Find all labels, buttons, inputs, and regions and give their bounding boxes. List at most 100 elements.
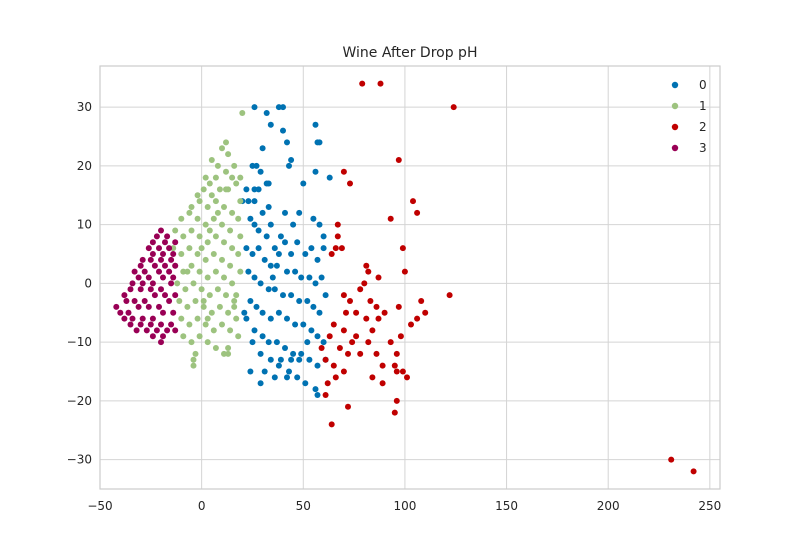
data-point [282, 239, 288, 246]
data-point [212, 233, 219, 240]
data-point [145, 274, 152, 281]
data-point [227, 262, 234, 269]
data-point [245, 198, 252, 205]
data-point [267, 356, 274, 363]
data-point [214, 162, 221, 169]
data-point [275, 104, 282, 111]
data-point [408, 321, 414, 328]
series-3 [113, 227, 179, 346]
data-point [391, 409, 398, 416]
data-point [194, 251, 201, 257]
data-point [404, 374, 410, 381]
data-point [233, 315, 240, 322]
data-point [135, 303, 142, 310]
data-point [296, 356, 303, 363]
data-point [192, 350, 199, 357]
data-point [343, 309, 349, 316]
data-point [280, 104, 286, 111]
data-point [243, 245, 250, 252]
data-point [153, 233, 160, 240]
data-point [229, 174, 236, 181]
data-point [137, 286, 144, 293]
data-point [172, 227, 179, 234]
data-point [328, 421, 335, 428]
data-point [212, 174, 219, 181]
series-2 [318, 80, 697, 475]
data-point [137, 321, 144, 328]
data-point [200, 303, 207, 310]
data-point [387, 215, 394, 222]
data-point [275, 251, 282, 257]
data-point [227, 227, 234, 234]
data-point [223, 168, 229, 175]
data-point [263, 233, 270, 240]
data-point [259, 333, 266, 340]
data-point [267, 315, 274, 322]
data-point [166, 268, 173, 275]
data-point [137, 262, 144, 269]
data-point [164, 233, 171, 240]
data-point [294, 374, 301, 381]
data-point [190, 362, 197, 369]
data-point [336, 345, 343, 351]
data-point [277, 356, 284, 363]
data-point [418, 298, 425, 304]
y-tick-label: 10 [77, 218, 92, 232]
data-point [200, 186, 207, 193]
data-point [345, 403, 351, 410]
data-point [156, 268, 162, 275]
data-point [149, 333, 156, 340]
data-point [127, 321, 134, 328]
data-point [365, 339, 372, 346]
data-point [391, 362, 398, 369]
data-point [312, 168, 319, 175]
data-point [141, 268, 148, 275]
x-tick-label: −50 [87, 499, 112, 513]
data-point [225, 345, 232, 351]
data-point [147, 286, 154, 293]
data-point [180, 333, 187, 340]
y-tick-label: 0 [84, 276, 92, 290]
data-point [251, 186, 258, 193]
data-point [267, 121, 274, 128]
data-point [340, 368, 347, 375]
data-point [251, 274, 258, 281]
data-point [206, 292, 213, 299]
data-point [204, 339, 211, 346]
data-point [312, 280, 319, 287]
data-point [300, 321, 307, 328]
data-point [204, 239, 211, 246]
data-point [251, 327, 258, 334]
data-point [223, 139, 229, 146]
data-point [153, 327, 160, 334]
data-point [202, 174, 209, 181]
data-point [149, 239, 156, 246]
data-point [247, 215, 254, 222]
data-point [188, 227, 195, 234]
data-point [320, 245, 327, 252]
data-point [316, 139, 323, 146]
data-point [243, 186, 250, 193]
data-point [304, 298, 311, 304]
data-point [168, 280, 175, 287]
data-point [245, 268, 252, 275]
data-point [129, 315, 136, 322]
data-point [282, 209, 288, 216]
data-point [249, 339, 256, 346]
data-point [345, 350, 351, 357]
data-point [349, 339, 356, 346]
data-point [347, 298, 353, 304]
data-point [135, 274, 142, 281]
data-point [194, 315, 201, 322]
data-point [310, 215, 317, 222]
data-point [202, 221, 209, 228]
data-point [178, 215, 185, 222]
plot-frame [99, 65, 721, 490]
data-point [271, 374, 278, 381]
data-point [284, 315, 290, 322]
data-point [265, 339, 272, 346]
data-point [231, 303, 238, 310]
y-tick-label: −10 [67, 335, 92, 349]
data-point [399, 368, 406, 375]
data-point [330, 321, 337, 328]
